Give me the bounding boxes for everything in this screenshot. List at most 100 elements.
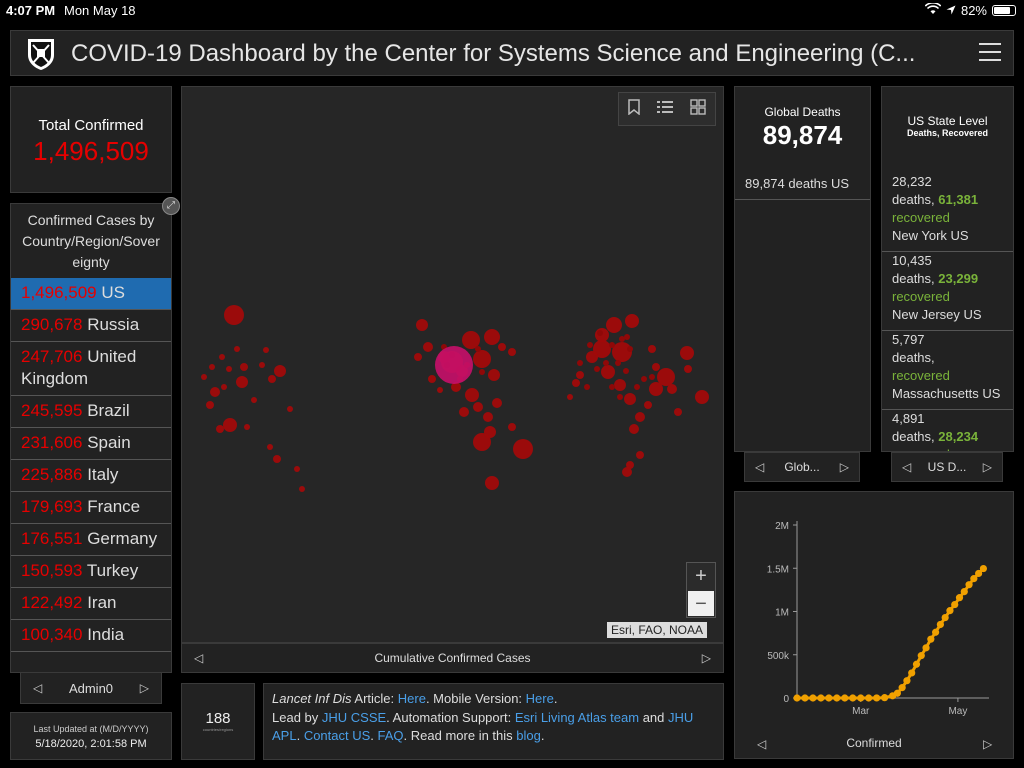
us-state-list[interactable]: 28,232 deaths, 61,381 recovered New York US… <box>882 173 1013 451</box>
data-point[interactable] <box>955 594 964 602</box>
data-point[interactable] <box>979 564 988 573</box>
country-list[interactable]: 1,496,509 US 290,678 Russia 247,706 United… <box>11 278 171 666</box>
case-bubble[interactable] <box>206 401 214 409</box>
case-bubble[interactable] <box>240 363 248 371</box>
case-bubble[interactable] <box>601 365 615 379</box>
mobile-version-link[interactable]: Here <box>525 691 554 706</box>
country-list-item[interactable]: 247,706 United Kingdom <box>11 342 171 396</box>
case-bubble[interactable] <box>224 305 244 325</box>
case-bubble[interactable] <box>603 360 609 366</box>
case-bubble[interactable] <box>437 387 443 393</box>
case-bubble[interactable] <box>609 342 615 348</box>
data-point[interactable] <box>951 600 959 609</box>
country-list-item[interactable]: 225,886 Italy <box>11 460 171 492</box>
data-point[interactable] <box>825 694 833 702</box>
case-bubble[interactable] <box>210 387 220 397</box>
case-bubble[interactable] <box>623 368 629 374</box>
data-point[interactable] <box>922 644 930 652</box>
map-view[interactable] <box>181 86 724 643</box>
case-bubble[interactable] <box>221 384 227 390</box>
case-bubble[interactable] <box>625 314 639 328</box>
case-bubble[interactable] <box>268 375 276 383</box>
case-bubble[interactable] <box>622 467 632 477</box>
case-bubble[interactable] <box>619 336 625 342</box>
case-bubble[interactable] <box>484 329 500 345</box>
case-bubble[interactable] <box>617 394 623 400</box>
jhu-apl-link[interactable]: JHU APL <box>272 709 694 744</box>
list-item[interactable]: 89,874 deaths US <box>735 173 870 200</box>
case-bubble[interactable] <box>652 363 660 371</box>
basemap-gallery-icon[interactable] <box>690 98 707 120</box>
case-bubble[interactable] <box>634 384 640 390</box>
case-bubble[interactable] <box>612 342 632 362</box>
country-list-item[interactable]: 290,678 Russia <box>11 310 171 342</box>
case-bubble[interactable] <box>459 407 469 417</box>
data-point[interactable] <box>857 694 865 702</box>
case-bubble[interactable] <box>674 408 682 416</box>
next-arrow-icon[interactable]: ▷ <box>983 737 993 751</box>
data-point[interactable] <box>965 581 973 589</box>
country-list-item[interactable]: 231,606 Spain <box>11 428 171 460</box>
case-bubble[interactable] <box>609 384 615 390</box>
country-list-item[interactable]: 150,593 Turkey <box>11 556 171 588</box>
case-bubble[interactable] <box>649 374 655 380</box>
case-bubble[interactable] <box>223 418 237 432</box>
case-bubble[interactable] <box>485 476 499 490</box>
jhu-csse-link[interactable]: JHU CSSE <box>321 709 387 725</box>
country-list-item[interactable]: 100,340 India <box>11 620 171 652</box>
zoom-out-button[interactable]: − <box>688 591 714 616</box>
case-bubble[interactable] <box>641 376 647 382</box>
data-point[interactable] <box>841 694 849 702</box>
case-bubble[interactable] <box>462 331 480 349</box>
next-arrow-icon[interactable]: ▷ <box>701 651 711 665</box>
prev-arrow-icon[interactable]: ◁ <box>755 460 765 474</box>
case-bubble[interactable] <box>263 347 269 353</box>
list-item[interactable]: 28,232 deaths, 61,381 recovered New York US <box>882 173 1013 252</box>
case-bubble[interactable] <box>635 412 645 422</box>
case-bubble[interactable] <box>274 365 286 377</box>
case-bubble[interactable] <box>416 319 428 331</box>
contact-link[interactable]: Contact US <box>303 728 371 743</box>
data-point[interactable] <box>898 684 906 692</box>
case-bubble[interactable] <box>508 423 516 431</box>
case-bubble[interactable] <box>657 368 675 386</box>
data-point[interactable] <box>817 694 825 702</box>
case-bubble[interactable] <box>299 486 305 492</box>
data-point[interactable] <box>793 694 801 702</box>
legend-list-icon[interactable] <box>656 100 673 119</box>
case-bubble[interactable] <box>498 343 506 351</box>
case-bubble[interactable] <box>587 342 593 348</box>
country-list-item[interactable]: 179,693 France <box>11 492 171 524</box>
case-bubble[interactable] <box>273 455 281 463</box>
case-bubble[interactable] <box>479 369 485 375</box>
case-bubble[interactable] <box>473 402 483 412</box>
next-arrow-icon[interactable]: ▷ <box>839 460 849 474</box>
expand-icon[interactable]: ⤢ <box>162 197 180 215</box>
case-bubble[interactable] <box>597 330 603 336</box>
case-bubble[interactable] <box>251 397 257 403</box>
country-list-item[interactable]: 245,595 Brazil <box>11 396 171 428</box>
case-bubble[interactable] <box>624 334 630 340</box>
case-bubble[interactable] <box>236 376 248 388</box>
case-bubble[interactable] <box>508 348 516 356</box>
case-bubble[interactable] <box>209 364 215 370</box>
data-point[interactable] <box>946 607 954 615</box>
data-point[interactable] <box>932 628 940 636</box>
data-point[interactable] <box>970 575 978 583</box>
case-bubble[interactable] <box>473 433 491 451</box>
data-point[interactable] <box>912 660 921 668</box>
data-point[interactable] <box>873 694 881 702</box>
case-bubble[interactable] <box>475 346 481 352</box>
case-bubble[interactable] <box>414 353 422 361</box>
case-bubble[interactable] <box>680 346 694 360</box>
case-bubble[interactable] <box>216 425 224 433</box>
next-arrow-icon[interactable]: ▷ <box>982 460 992 474</box>
case-bubble[interactable] <box>484 426 496 438</box>
case-bubble[interactable] <box>267 444 273 450</box>
case-bubble[interactable] <box>624 393 636 405</box>
case-bubble[interactable] <box>428 375 436 383</box>
country-list-item[interactable]: 1,496,509 US <box>11 278 171 310</box>
case-bubble[interactable] <box>473 350 491 368</box>
next-arrow-icon[interactable]: ▷ <box>139 681 149 695</box>
case-bubble[interactable] <box>465 388 479 402</box>
